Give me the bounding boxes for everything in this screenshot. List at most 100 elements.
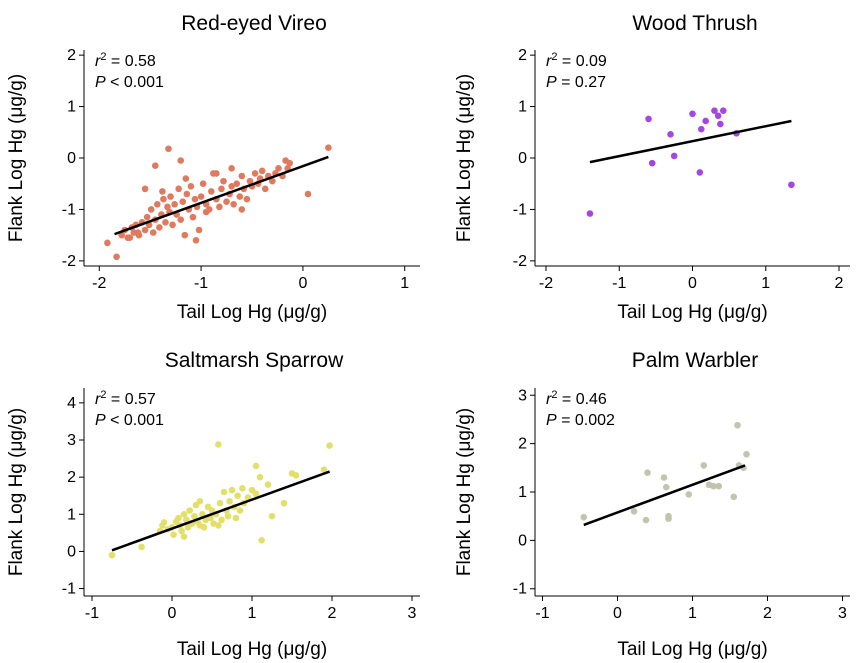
data-point (180, 510, 188, 518)
data-point (232, 514, 240, 522)
p-value-label: P < 0.001 (95, 412, 164, 429)
data-point (697, 125, 705, 133)
x-tick-label: 2 (328, 605, 337, 622)
x-tick-label: 2 (835, 275, 844, 292)
data-point (189, 213, 197, 221)
data-point (154, 200, 161, 208)
data-point (141, 226, 149, 234)
data-point (159, 188, 166, 195)
y-tick-label: 0 (67, 150, 76, 167)
y-axis-label: Flank Log Hg (μg/g) (6, 408, 27, 576)
y-tick-label: 1 (67, 99, 76, 116)
y-tick-label: -2 (513, 253, 527, 270)
r-squared-label: r2 = 0.46 (546, 389, 607, 408)
panel-title: Red-eyed Vireo (181, 12, 327, 35)
data-point (685, 491, 693, 498)
data-point (320, 466, 328, 474)
data-point (178, 527, 185, 535)
data-point (228, 164, 235, 172)
y-tick-label: 2 (518, 47, 527, 64)
x-tick-label: 2 (763, 605, 772, 622)
data-point (143, 213, 151, 221)
data-point (202, 208, 210, 216)
y-tick-label: 2 (67, 469, 76, 486)
data-point (702, 117, 709, 125)
regression-line (111, 470, 331, 552)
data-point (216, 203, 223, 211)
data-point (191, 195, 199, 203)
data-point (252, 490, 260, 498)
data-point (165, 145, 172, 153)
data-point (151, 162, 159, 170)
data-point (261, 185, 269, 193)
x-axis-label: Tail Log Hg (μg/g) (177, 639, 327, 660)
panel-palm-warbler: Palm Warbler -1 0 1 2 3 -1 0 1 2 3 Tail Log Hg (μg… (454, 349, 850, 660)
data-point (696, 169, 704, 176)
data-point (179, 198, 187, 206)
data-point (670, 152, 678, 160)
data-point (196, 497, 204, 505)
data-point (134, 229, 142, 236)
data-point (175, 514, 182, 522)
r-squared-label: r2 = 0.09 (546, 51, 607, 70)
x-tick-label: -1 (194, 275, 208, 292)
data-point (177, 216, 185, 224)
data-point (286, 159, 293, 167)
p-value-label: P = 0.002 (546, 412, 615, 429)
data-point (147, 206, 155, 213)
data-point (700, 462, 708, 469)
data-point (186, 507, 193, 514)
data-point (326, 442, 333, 449)
regression-line (589, 119, 792, 164)
y-tick-label: 1 (67, 506, 76, 523)
data-point (171, 200, 178, 208)
data-point (160, 519, 168, 526)
data-point (108, 551, 116, 559)
data-point (215, 441, 222, 448)
data-point (243, 195, 251, 203)
data-point (216, 499, 224, 507)
data-point (200, 523, 208, 531)
data-point (648, 159, 656, 167)
data-point (743, 450, 750, 458)
y-tick-label: 3 (518, 387, 527, 404)
data-point (275, 164, 282, 172)
data-point (714, 112, 722, 120)
data-point (256, 473, 264, 481)
data-point (215, 522, 222, 529)
data-point (180, 533, 188, 540)
data-point (304, 190, 312, 198)
p-value-label: P < 0.001 (95, 74, 164, 91)
data-point (258, 167, 266, 175)
data-point (182, 175, 190, 182)
data-point (113, 253, 120, 261)
data-point (238, 206, 246, 213)
r-squared-label: r2 = 0.57 (95, 389, 156, 408)
data-point (207, 188, 215, 195)
data-point (662, 483, 670, 491)
y-axis-label: Flank Log Hg (μg/g) (454, 74, 475, 242)
y-tick-label: 0 (67, 543, 76, 560)
data-point (218, 185, 225, 193)
y-tick-label: -2 (62, 253, 76, 270)
data-point (660, 474, 668, 481)
x-tick-label: 3 (838, 605, 847, 622)
data-point (325, 144, 332, 152)
data-point (719, 107, 727, 114)
panel-saltmarsh-sparrow: Saltmarsh Sparrow -1 0 1 2 3 4 -1 0 1 2 3 Tail Log … (6, 349, 420, 660)
data-point (268, 512, 276, 520)
data-point (175, 185, 182, 193)
data-point (164, 203, 171, 211)
data-point (156, 224, 163, 231)
data-point (645, 115, 652, 123)
x-tick-label: 0 (298, 275, 307, 292)
panel-title: Palm Warbler (632, 349, 758, 372)
data-point (149, 229, 157, 236)
data-point (711, 107, 718, 114)
data-point (665, 515, 672, 522)
y-tick-label: -1 (513, 581, 527, 598)
regression-line (114, 155, 329, 236)
data-point (251, 170, 259, 177)
data-point (730, 493, 738, 501)
